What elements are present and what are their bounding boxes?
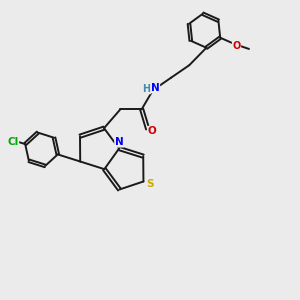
Text: N: N xyxy=(115,137,124,147)
Text: O: O xyxy=(232,41,241,51)
Text: S: S xyxy=(146,179,154,189)
Text: O: O xyxy=(148,126,156,136)
Text: H: H xyxy=(142,84,151,94)
Text: Cl: Cl xyxy=(8,137,19,147)
Text: N: N xyxy=(151,83,160,93)
